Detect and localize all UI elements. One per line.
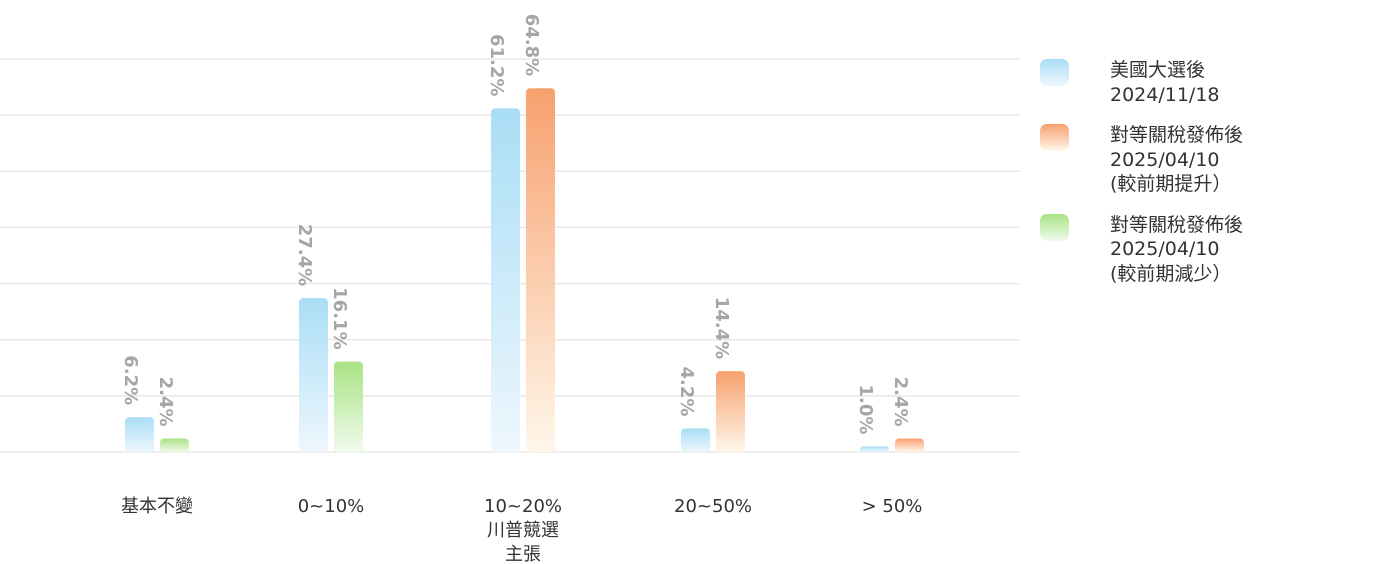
legend-swatch [1040, 59, 1069, 86]
value-labels: 6.2% 2.4% 27.4% 16.1% 61.2% 64.8% 4.2% 14.4% 1.0… [120, 14, 911, 435]
bar-chart: 6.2% 2.4% 27.4% 16.1% 61.2% 64.8% 4.2% 14.4% 1.0… [0, 14, 1020, 564]
legend-label-line: 對等關稅發佈後 [1110, 213, 1244, 236]
legend-label: 對等關稅發佈後 2025/04/10 (較前期減少） [1110, 213, 1243, 287]
legend-item-series-1[interactable]: 美國大選後 2024/11/18 [1040, 58, 1360, 107]
legend-label-line: 美國大選後 [1110, 59, 1206, 81]
value-label: 2.4% [155, 377, 176, 427]
legend-swatch [1040, 213, 1069, 241]
category-label: > 50% [862, 496, 923, 517]
value-label: 14.4% [711, 297, 732, 359]
legend-label-line: (較前期減少） [1110, 262, 1232, 285]
value-label: 64.8% [521, 14, 542, 76]
category-label: 20~50% [674, 496, 752, 517]
legend-label: 對等關稅發佈後 2025/04/10 (較前期提升） [1110, 123, 1243, 197]
bar[interactable] [334, 361, 363, 452]
category-label: 10~20% [484, 496, 562, 517]
value-label: 27.4% [294, 224, 315, 286]
legend-label-line: (較前期提升） [1110, 173, 1232, 195]
category-label: 0~10% [298, 496, 365, 517]
value-label: 6.2% [120, 355, 141, 405]
value-label: 4.2% [676, 366, 697, 416]
bar[interactable] [125, 417, 154, 452]
value-label: 1.0% [855, 384, 876, 434]
bars [125, 88, 924, 453]
bar[interactable] [716, 371, 745, 452]
legend-swatch [1040, 124, 1069, 151]
value-label: 16.1% [329, 287, 350, 349]
category-label: 基本不變 [121, 496, 193, 517]
category-label: 主張 [505, 544, 541, 564]
bar[interactable] [681, 428, 710, 452]
bar[interactable] [299, 298, 328, 452]
legend-label-line: 2024/11/18 [1110, 83, 1220, 106]
value-label: 61.2% [486, 34, 507, 96]
legend-label-line: 2025/04/10 [1110, 148, 1220, 171]
bar[interactable] [491, 108, 520, 453]
legend-label-line: 對等關稅發佈後 [1110, 124, 1244, 146]
bar[interactable] [860, 446, 889, 452]
legend-item-series-2[interactable]: 對等關稅發佈後 2025/04/10 (較前期提升） [1040, 123, 1360, 197]
bar[interactable] [895, 438, 924, 452]
legend-label: 美國大選後 2024/11/18 [1110, 58, 1220, 107]
category-label: 川普競選 [487, 520, 559, 541]
bar[interactable] [160, 438, 189, 452]
legend-item-series-3[interactable]: 對等關稅發佈後 2025/04/10 (較前期減少） [1040, 213, 1360, 287]
legend: 美國大選後 2024/11/18 對等關稅發佈後 2025/04/10 (較前期… [1040, 58, 1360, 302]
value-label: 2.4% [890, 377, 911, 427]
bar[interactable] [526, 88, 555, 453]
legend-label-line: 2025/04/10 [1110, 238, 1220, 260]
